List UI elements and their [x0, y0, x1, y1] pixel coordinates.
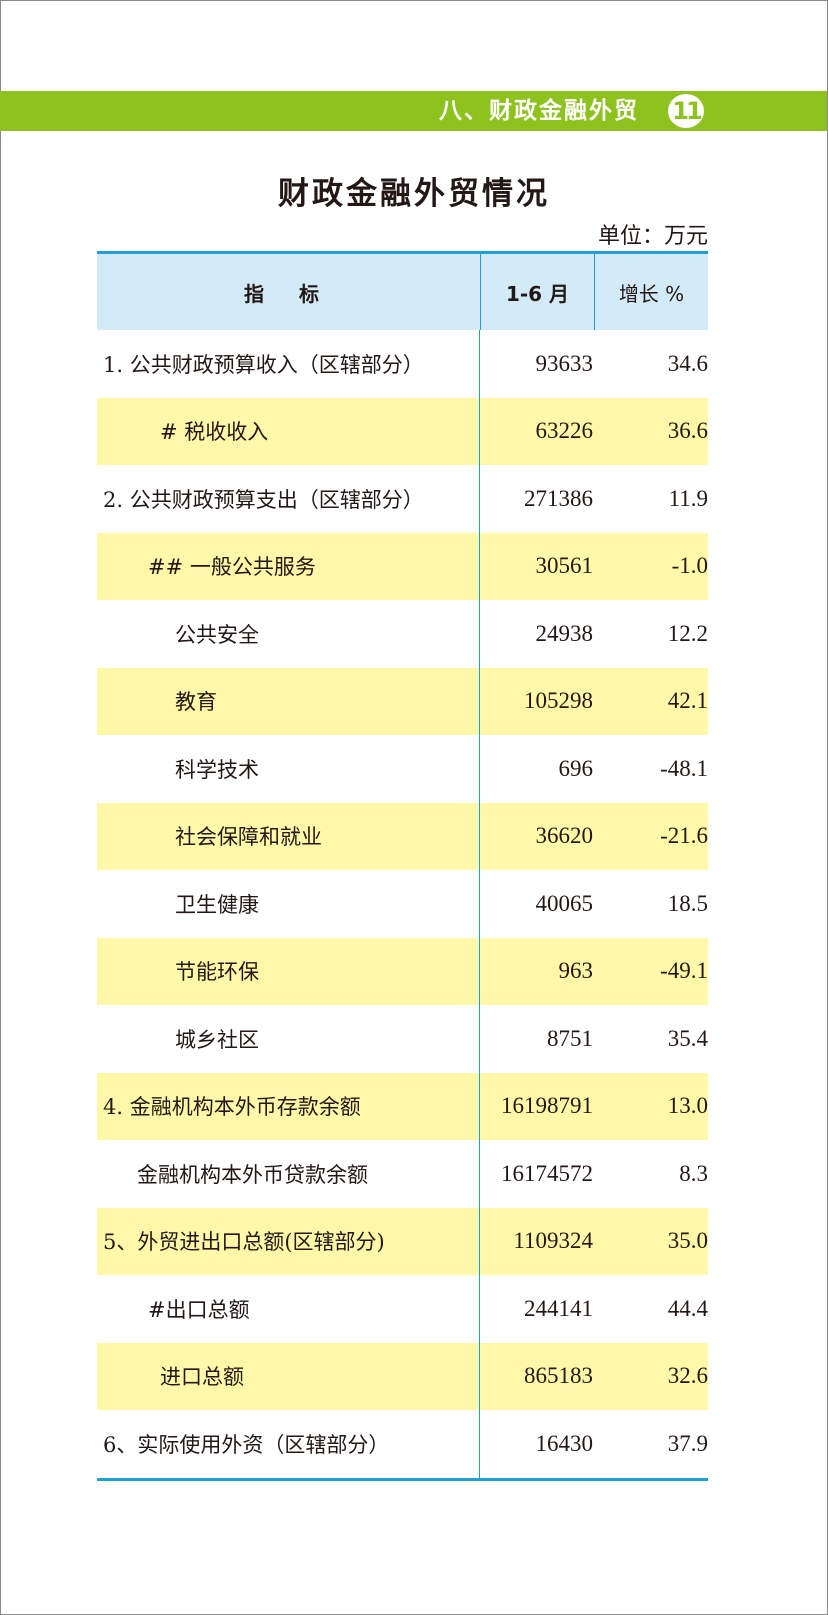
row-value: 24938 — [535, 620, 594, 646]
row-value: 8751 — [547, 1025, 593, 1051]
table-row: 金融机构本外币贷款余额 16174572 8.3 — [97, 1140, 708, 1208]
row-label: 进口总额 — [97, 1342, 480, 1410]
row-value: 963 — [558, 958, 594, 984]
column-header-indicator: 指 标 — [244, 281, 333, 306]
row-value: 16430 — [535, 1430, 594, 1456]
table-row: 2. 公共财政预算支出（区辖部分） 271386 11.9 — [97, 465, 708, 533]
row-value: 271386 — [524, 485, 593, 511]
table-row: 6、实际使用外资（区辖部分） 16430 37.9 — [97, 1410, 708, 1478]
table-row: 城乡社区 8751 35.4 — [97, 1005, 708, 1073]
row-label: 4. 金融机构本外币存款余额 — [97, 1072, 480, 1140]
column-header-growth: 增长 % — [618, 281, 685, 306]
column-header-period: 1-6 月 — [480, 254, 595, 330]
table-row: 4. 金融机构本外币存款余额 16198791 13.0 — [97, 1072, 708, 1140]
row-growth: -49.1 — [660, 958, 708, 984]
row-growth: 13.0 — [667, 1093, 708, 1119]
row-growth: 35.0 — [667, 1228, 708, 1254]
row-label: 5、外贸进出口总额(区辖部分) — [97, 1207, 480, 1275]
row-label: 金融机构本外币贷款余额 — [97, 1140, 480, 1208]
row-growth: 35.4 — [667, 1025, 708, 1051]
table-row: # 税收收入 63226 36.6 — [97, 397, 708, 465]
table-row: 教育 105298 42.1 — [97, 667, 708, 735]
row-label: #出口总额 — [97, 1275, 480, 1343]
row-growth: 18.5 — [667, 890, 708, 916]
row-label: 城乡社区 — [97, 1005, 480, 1073]
row-value: 63226 — [535, 418, 594, 444]
page-title: 财政金融外贸情况 — [278, 176, 550, 212]
row-growth: 32.6 — [667, 1363, 708, 1389]
row-label: # 税收收入 — [97, 397, 480, 465]
row-value: 1109324 — [513, 1228, 593, 1254]
table-header: 指 标 1-6 月 增长 % — [97, 251, 708, 330]
row-value: 93633 — [535, 350, 594, 376]
unit-label: 单位：万元 — [597, 224, 708, 249]
table-row: 社会保障和就业 36620 -21.6 — [97, 802, 708, 870]
table-row: 卫生健康 40065 18.5 — [97, 870, 708, 938]
row-value: 105298 — [524, 688, 593, 714]
row-growth: 37.9 — [667, 1430, 708, 1456]
table-row: 进口总额 865183 32.6 — [97, 1342, 708, 1410]
row-label: 2. 公共财政预算支出（区辖部分） — [97, 465, 480, 533]
row-label: 公共安全 — [97, 600, 480, 668]
row-value: 16174572 — [501, 1160, 593, 1186]
row-growth: -21.6 — [660, 823, 708, 849]
row-growth: -1.0 — [671, 553, 708, 579]
row-label: 节能环保 — [97, 937, 480, 1005]
row-value: 40065 — [535, 890, 594, 916]
row-label: ## 一般公共服务 — [97, 532, 480, 600]
row-growth: 36.6 — [667, 418, 708, 444]
row-growth: 12.2 — [667, 620, 708, 646]
section-title: 八、财政金融外贸 — [439, 98, 639, 124]
section-banner: 八、财政金融外贸 11 — [0, 91, 827, 131]
row-label: 社会保障和就业 — [97, 802, 480, 870]
row-label: 科学技术 — [97, 735, 480, 803]
row-growth: 8.3 — [679, 1160, 708, 1186]
row-value: 244141 — [524, 1295, 593, 1321]
data-table: 指 标 1-6 月 增长 % 1. 公共财政预算收入（区辖部分） 93633 34.… — [97, 251, 708, 1481]
row-label: 1. 公共财政预算收入（区辖部分） — [97, 330, 480, 398]
table-body: 1. 公共财政预算收入（区辖部分） 93633 34.6 # 税收收入 63226 36.… — [97, 330, 708, 1478]
row-growth: 34.6 — [667, 350, 708, 376]
row-growth: 44.4 — [667, 1295, 708, 1321]
row-label: 卫生健康 — [97, 870, 480, 938]
row-growth: 11.9 — [668, 485, 708, 511]
table-row: 节能环保 963 -49.1 — [97, 937, 708, 1005]
table-row: 1. 公共财政预算收入（区辖部分） 93633 34.6 — [97, 330, 708, 398]
table-row: 公共安全 24938 12.2 — [97, 600, 708, 668]
row-value: 36620 — [535, 823, 594, 849]
table-bottom-rule — [97, 1477, 708, 1481]
row-value: 696 — [558, 755, 594, 781]
table-row: #出口总额 244141 44.4 — [97, 1275, 708, 1343]
table-row: 科学技术 696 -48.1 — [97, 735, 708, 803]
row-growth: -48.1 — [660, 755, 708, 781]
row-value: 30561 — [535, 553, 594, 579]
row-value: 865183 — [524, 1363, 593, 1389]
row-label: 6、实际使用外资（区辖部分） — [97, 1410, 480, 1478]
row-value: 16198791 — [501, 1093, 593, 1119]
row-growth: 42.1 — [667, 688, 708, 714]
table-row: ## 一般公共服务 30561 -1.0 — [97, 532, 708, 600]
row-label: 教育 — [97, 667, 480, 735]
table-row: 5、外贸进出口总额(区辖部分) 1109324 35.0 — [97, 1207, 708, 1275]
page-number-badge: 11 — [668, 94, 704, 128]
